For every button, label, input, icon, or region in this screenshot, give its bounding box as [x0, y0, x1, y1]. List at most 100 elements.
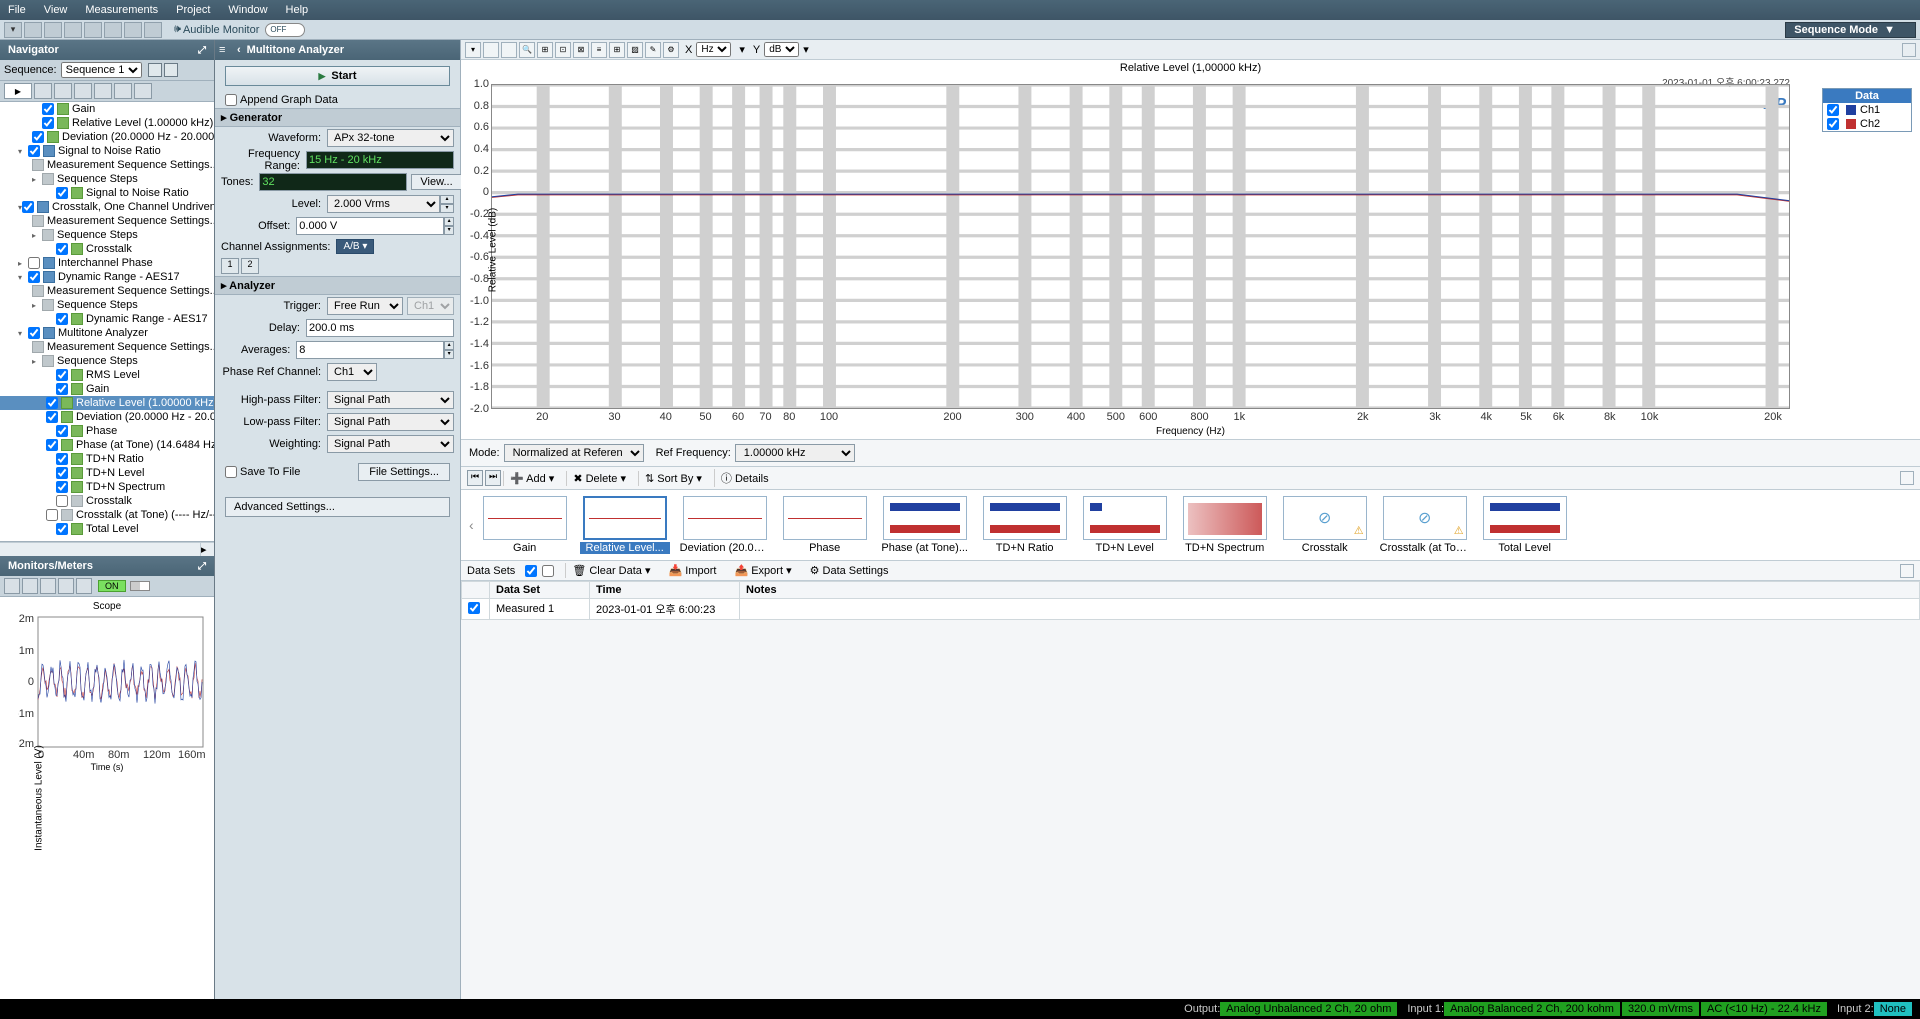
tree-checkbox[interactable]: [32, 131, 44, 143]
tree-item[interactable]: TD+N Ratio: [0, 452, 214, 466]
thumb-sort-button[interactable]: ⇅ Sort By ▾: [638, 471, 708, 486]
tree-checkbox[interactable]: [28, 145, 40, 157]
thumb-next-icon[interactable]: ⏭: [485, 470, 501, 486]
tree-item[interactable]: Crosstalk: [0, 494, 214, 508]
file-settings-button[interactable]: File Settings...: [358, 463, 450, 481]
ct-9-icon[interactable]: ⊞: [609, 42, 625, 58]
monitor-on-badge[interactable]: ON: [98, 580, 126, 592]
nav-7-icon[interactable]: [134, 83, 152, 99]
thumb-popout-icon[interactable]: [1900, 471, 1914, 485]
sequence-select[interactable]: Sequence 1: [61, 62, 142, 78]
mon-4-icon[interactable]: [58, 578, 74, 594]
legend-ch2-checkbox[interactable]: [1827, 118, 1839, 130]
tree-item[interactable]: Measurement Sequence Settings...: [0, 340, 214, 354]
ds-popout-icon[interactable]: [1900, 564, 1914, 578]
ct-zoom-icon[interactable]: 🔍: [519, 42, 535, 58]
mon-1-icon[interactable]: [4, 578, 20, 594]
analyzer-section[interactable]: ▸ Analyzer: [215, 276, 460, 295]
weighting-select[interactable]: Signal Path: [327, 435, 454, 453]
tree-checkbox[interactable]: [56, 481, 68, 493]
tree-checkbox[interactable]: [56, 369, 68, 381]
tree-checkbox[interactable]: [46, 509, 58, 521]
tree-checkbox[interactable]: [56, 523, 68, 535]
tree-item[interactable]: ▸Sequence Steps: [0, 228, 214, 242]
freq-range-input[interactable]: [306, 151, 454, 169]
result-thumbnail[interactable]: Phase (at Tone)...: [880, 496, 970, 554]
tree-checkbox[interactable]: [28, 257, 40, 269]
tb-7-icon[interactable]: [124, 22, 142, 38]
tree-item[interactable]: Crosstalk: [0, 242, 214, 256]
tb-6-icon[interactable]: [104, 22, 122, 38]
tree-checkbox[interactable]: [22, 201, 34, 213]
result-thumbnail[interactable]: TD+N Spectrum: [1180, 496, 1270, 554]
menu-file[interactable]: File: [8, 4, 26, 16]
y-unit-select[interactable]: dB: [764, 42, 799, 57]
thumb-details-button[interactable]: ⓘ Details: [714, 469, 775, 487]
tree-item[interactable]: Phase (at Tone) (14.6484 Hz): [0, 438, 214, 452]
ct-7-icon[interactable]: ⊠: [573, 42, 589, 58]
clear-data-button[interactable]: 🗑 Clear Data ▾: [565, 563, 656, 578]
tree-checkbox[interactable]: [56, 495, 68, 507]
tones-input[interactable]: [259, 173, 407, 191]
ct-8-icon[interactable]: ≡: [591, 42, 607, 58]
tree-item[interactable]: Total Level: [0, 522, 214, 536]
start-button[interactable]: Start: [225, 66, 450, 86]
tree-checkbox[interactable]: [42, 117, 54, 129]
chart-area[interactable]: Relative Level (1,00000 kHz) 2023-01-01 …: [461, 60, 1920, 439]
tree-item[interactable]: Relative Level (1.00000 kHz): [0, 116, 214, 130]
result-thumbnail[interactable]: Gain: [480, 496, 570, 554]
tree-checkbox[interactable]: [56, 313, 68, 325]
tree-checkbox[interactable]: [56, 453, 68, 465]
menu-window[interactable]: Window: [228, 4, 267, 16]
ct-1-icon[interactable]: ▾: [465, 42, 481, 58]
import-button[interactable]: 📥 Import: [663, 563, 723, 578]
tree-item[interactable]: ▸Interchannel Phase: [0, 256, 214, 270]
thumb-add-button[interactable]: ➕ Add ▾: [503, 471, 560, 486]
tree-item[interactable]: Measurement Sequence Settings...: [0, 214, 214, 228]
ct-12-icon[interactable]: ⚙: [663, 42, 679, 58]
advanced-settings-button[interactable]: Advanced Settings...: [225, 497, 450, 517]
nav-run-icon[interactable]: ▶: [4, 83, 32, 99]
result-thumbnail[interactable]: ⊘⚠Crosstalk (at Tone)...: [1380, 496, 1470, 554]
tree-item[interactable]: Measurement Sequence Settings...: [0, 158, 214, 172]
tb-save-icon[interactable]: [44, 22, 62, 38]
ct-10-icon[interactable]: ▨: [627, 42, 643, 58]
audible-switch[interactable]: OFF: [265, 23, 305, 37]
tree-item[interactable]: TD+N Level: [0, 466, 214, 480]
tree-item[interactable]: ▸Sequence Steps: [0, 172, 214, 186]
tree-item[interactable]: TD+N Spectrum: [0, 480, 214, 494]
phaseref-select[interactable]: Ch1: [327, 363, 377, 381]
ds-row-checkbox[interactable]: [468, 602, 480, 614]
tree-item[interactable]: Dynamic Range - AES17: [0, 312, 214, 326]
tree-checkbox[interactable]: [56, 187, 68, 199]
thumb-delete-button[interactable]: ✖ Delete ▾: [566, 471, 632, 486]
ct-2-icon[interactable]: [483, 42, 499, 58]
tb-8-icon[interactable]: [144, 22, 162, 38]
result-thumbnail[interactable]: Phase: [780, 496, 870, 554]
monitor-toggle[interactable]: [130, 581, 150, 591]
ct-5-icon[interactable]: ⊞: [537, 42, 553, 58]
chevron-left-icon[interactable]: ‹: [237, 44, 241, 56]
export-button[interactable]: 📤 Export ▾: [728, 563, 797, 578]
tb-5-icon[interactable]: [84, 22, 102, 38]
ds-check-none[interactable]: [542, 565, 554, 577]
tree-item[interactable]: ▸Sequence Steps: [0, 298, 214, 312]
append-graph-checkbox[interactable]: [225, 94, 237, 106]
tree-item[interactable]: Gain: [0, 102, 214, 116]
ref-freq-select[interactable]: 1.00000 kHz: [735, 444, 855, 462]
tree-checkbox[interactable]: [28, 327, 40, 339]
tb-open-icon[interactable]: [24, 22, 42, 38]
highpass-select[interactable]: Signal Path: [327, 391, 454, 409]
tree-item[interactable]: RMS Level: [0, 368, 214, 382]
thumb-prev-icon[interactable]: ⏮: [467, 470, 483, 486]
nav-3-icon[interactable]: [54, 83, 72, 99]
menu-measurements[interactable]: Measurements: [85, 4, 158, 16]
averages-input[interactable]: [296, 341, 444, 359]
popout-icon[interactable]: ⤢: [198, 45, 206, 56]
data-settings-button[interactable]: ⚙ Data Settings: [804, 563, 895, 578]
tree-item[interactable]: Gain: [0, 382, 214, 396]
tree-item[interactable]: Measurement Sequence Settings...: [0, 284, 214, 298]
ch-2-button[interactable]: 2: [241, 258, 259, 274]
generator-section[interactable]: ▸ Generator: [215, 108, 460, 127]
tree-checkbox[interactable]: [46, 439, 58, 451]
